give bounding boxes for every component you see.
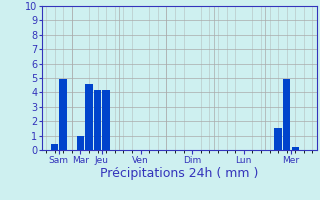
Bar xyxy=(77,136,84,150)
Bar xyxy=(292,147,299,150)
Bar xyxy=(85,84,92,150)
Bar xyxy=(275,128,282,150)
Bar xyxy=(283,79,290,150)
Bar xyxy=(60,79,67,150)
X-axis label: Précipitations 24h ( mm ): Précipitations 24h ( mm ) xyxy=(100,167,258,180)
Bar xyxy=(94,90,101,150)
Bar xyxy=(102,90,110,150)
Bar xyxy=(51,144,58,150)
